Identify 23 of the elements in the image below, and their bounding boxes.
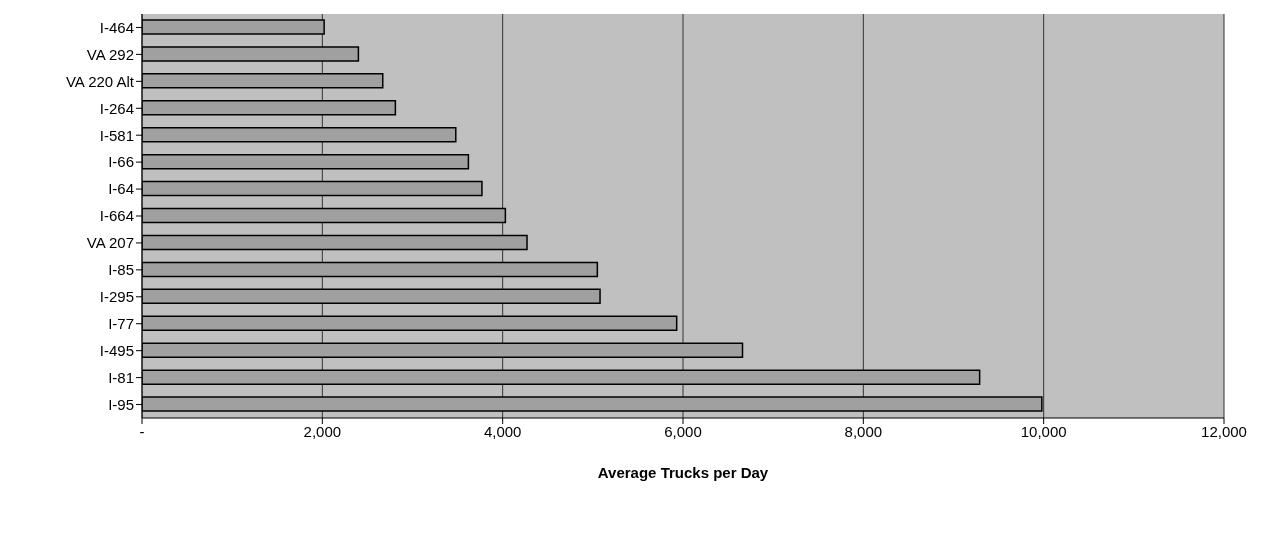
y-tick-label: I-77	[108, 315, 134, 333]
y-tick-label: I-295	[99, 288, 134, 306]
y-tick-label: I-64	[108, 180, 134, 198]
y-tick-label: I-66	[108, 153, 134, 171]
y-tick-label: VA 220 Alt	[65, 72, 135, 90]
y-tick-label: I-495	[99, 341, 134, 359]
x-tick-label: -	[139, 422, 145, 440]
x-tick-label: 4,000	[483, 422, 522, 440]
x-tick-label: 10,000	[1020, 422, 1067, 440]
y-tick-label: I-464	[99, 18, 134, 36]
x-tick-label: 6,000	[664, 422, 702, 440]
x-axis-title: Average Trucks per Day	[597, 464, 769, 481]
y-tick-label: VA 207	[86, 234, 134, 252]
y-tick-label: I-81	[108, 368, 134, 386]
y-tick-label: VA 292	[86, 45, 134, 63]
y-tick-label: I-664	[99, 207, 134, 225]
x-tick-label: 2,000	[303, 422, 342, 440]
x-tick-label: 12,000	[1201, 422, 1247, 440]
y-tick-label: I-95	[108, 395, 134, 413]
x-tick-label: 8,000	[844, 422, 883, 440]
y-tick-label: I-264	[99, 99, 134, 117]
y-tick-label: I-85	[108, 261, 134, 279]
y-tick-label: I-581	[99, 126, 134, 144]
